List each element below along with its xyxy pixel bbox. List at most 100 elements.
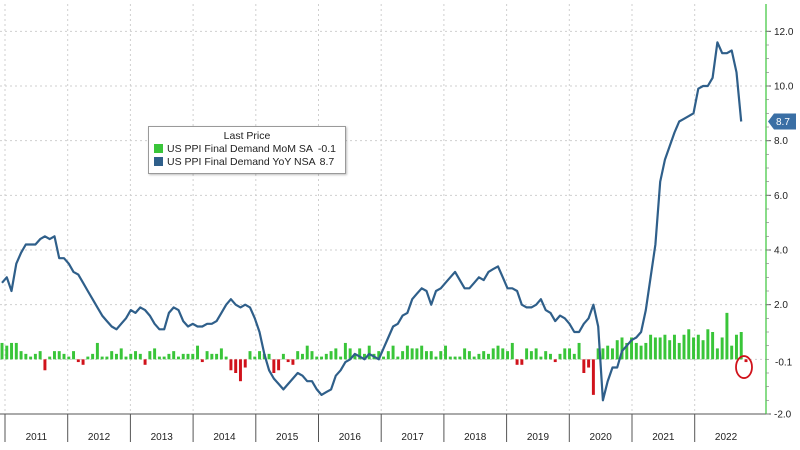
mom-bar (114, 353, 118, 360)
mom-bar (172, 351, 176, 360)
mom-bar (544, 351, 548, 360)
mom-bar (672, 334, 676, 360)
mom-bar (668, 340, 672, 360)
mom-bar (377, 351, 381, 360)
mom-bar (682, 334, 686, 360)
legend: Last Price US PPI Final Demand MoM SA -0… (148, 126, 346, 174)
mom-bar (81, 359, 85, 365)
mom-bar (644, 342, 648, 360)
x-tick-label: 2019 (527, 432, 550, 443)
mom-bar (200, 359, 204, 363)
x-tick-label: 2020 (590, 432, 613, 443)
mom-bar (625, 342, 629, 360)
mom-bar (415, 348, 419, 360)
mom-bar (19, 351, 23, 360)
mom-bar (734, 334, 738, 360)
mom-bar (291, 359, 295, 365)
mom-bar (52, 351, 56, 360)
y-tick-label: -2.0 (774, 410, 792, 421)
mom-bar (0, 342, 4, 360)
mom-bar (405, 345, 409, 360)
mom-bar (396, 356, 400, 360)
mom-bar (596, 348, 600, 360)
mom-bar (33, 353, 37, 360)
mom-bar (238, 359, 242, 382)
mom-bar (29, 356, 33, 360)
mom-bar (119, 348, 123, 360)
mom-bar (587, 359, 591, 368)
legend-value-mom: -0.1 (317, 142, 336, 155)
y-tick-label: 12.0 (774, 27, 794, 38)
mom-bar (10, 342, 14, 360)
mom-bar (234, 359, 238, 373)
mom-bar (739, 332, 743, 360)
x-axis: 2011 2012 2013 2014 2015 2016 2017 2018 2019 2020… (0, 413, 766, 443)
mom-bar (324, 353, 328, 360)
mom-bar (429, 351, 433, 360)
mom-bar (110, 351, 114, 360)
mom-bar (362, 353, 366, 360)
mom-bar (296, 351, 300, 360)
mom-bar (305, 345, 309, 360)
mom-bar (286, 359, 290, 363)
mom-bar (153, 348, 157, 360)
x-tick-label: 2011 (26, 432, 48, 443)
mom-bar (715, 348, 719, 360)
mom-bar (277, 359, 281, 371)
mom-bars (0, 312, 748, 395)
legend-entry-mom: US PPI Final Demand MoM SA -0.1 (149, 142, 345, 155)
mom-bar (553, 359, 557, 363)
mom-bar (358, 348, 362, 360)
mom-last-badge-text: -0.1 (775, 358, 793, 369)
x-tick-label: 2016 (339, 432, 362, 443)
mom-bar (634, 342, 638, 360)
mom-bar (320, 356, 324, 360)
mom-bar (382, 356, 386, 360)
mom-bar (95, 342, 99, 360)
mom-bar (615, 340, 619, 360)
mom-bar (100, 356, 104, 360)
mom-bar (67, 356, 71, 360)
mom-bar (38, 351, 42, 360)
mom-bar (186, 353, 190, 360)
mom-bar (267, 353, 271, 360)
mom-bar (105, 356, 109, 360)
mom-bar (439, 351, 443, 360)
x-tick-label: 2013 (151, 432, 174, 443)
mom-bar (525, 348, 529, 360)
mom-bar (76, 359, 80, 363)
mom-bar (124, 356, 128, 360)
mom-bar (348, 348, 352, 360)
mom-bar (482, 351, 486, 360)
mom-bar (692, 337, 696, 360)
mom-bar (558, 353, 562, 360)
mom-bar (300, 353, 304, 360)
mom-bar (591, 359, 595, 395)
mom-bar (176, 356, 180, 360)
mom-bar (510, 342, 514, 360)
mom-bar (677, 342, 681, 360)
mom-bar (167, 353, 171, 360)
mom-bar (243, 359, 247, 368)
mom-bar (529, 351, 533, 360)
mom-bar (458, 356, 462, 360)
mom-bar (506, 351, 510, 360)
mom-bar (367, 345, 371, 360)
mom-bar (463, 348, 467, 360)
mom-bar (453, 356, 457, 360)
mom-bar (210, 353, 214, 360)
yoy-last-badge-text: 8.7 (776, 117, 790, 128)
mom-bar (658, 337, 662, 360)
mom-bar (486, 353, 490, 360)
mom-bar (687, 329, 691, 360)
mom-bar (520, 359, 524, 365)
mom-bar (43, 359, 47, 371)
mom-bar (229, 359, 233, 371)
x-tick-label: 2018 (464, 432, 487, 443)
mom-bar (444, 345, 448, 360)
mom-bar (281, 353, 285, 360)
mom-bar (639, 345, 643, 360)
mom-bar (162, 356, 166, 360)
x-tick-label: 2015 (276, 432, 299, 443)
x-tick-label: 2012 (88, 432, 111, 443)
